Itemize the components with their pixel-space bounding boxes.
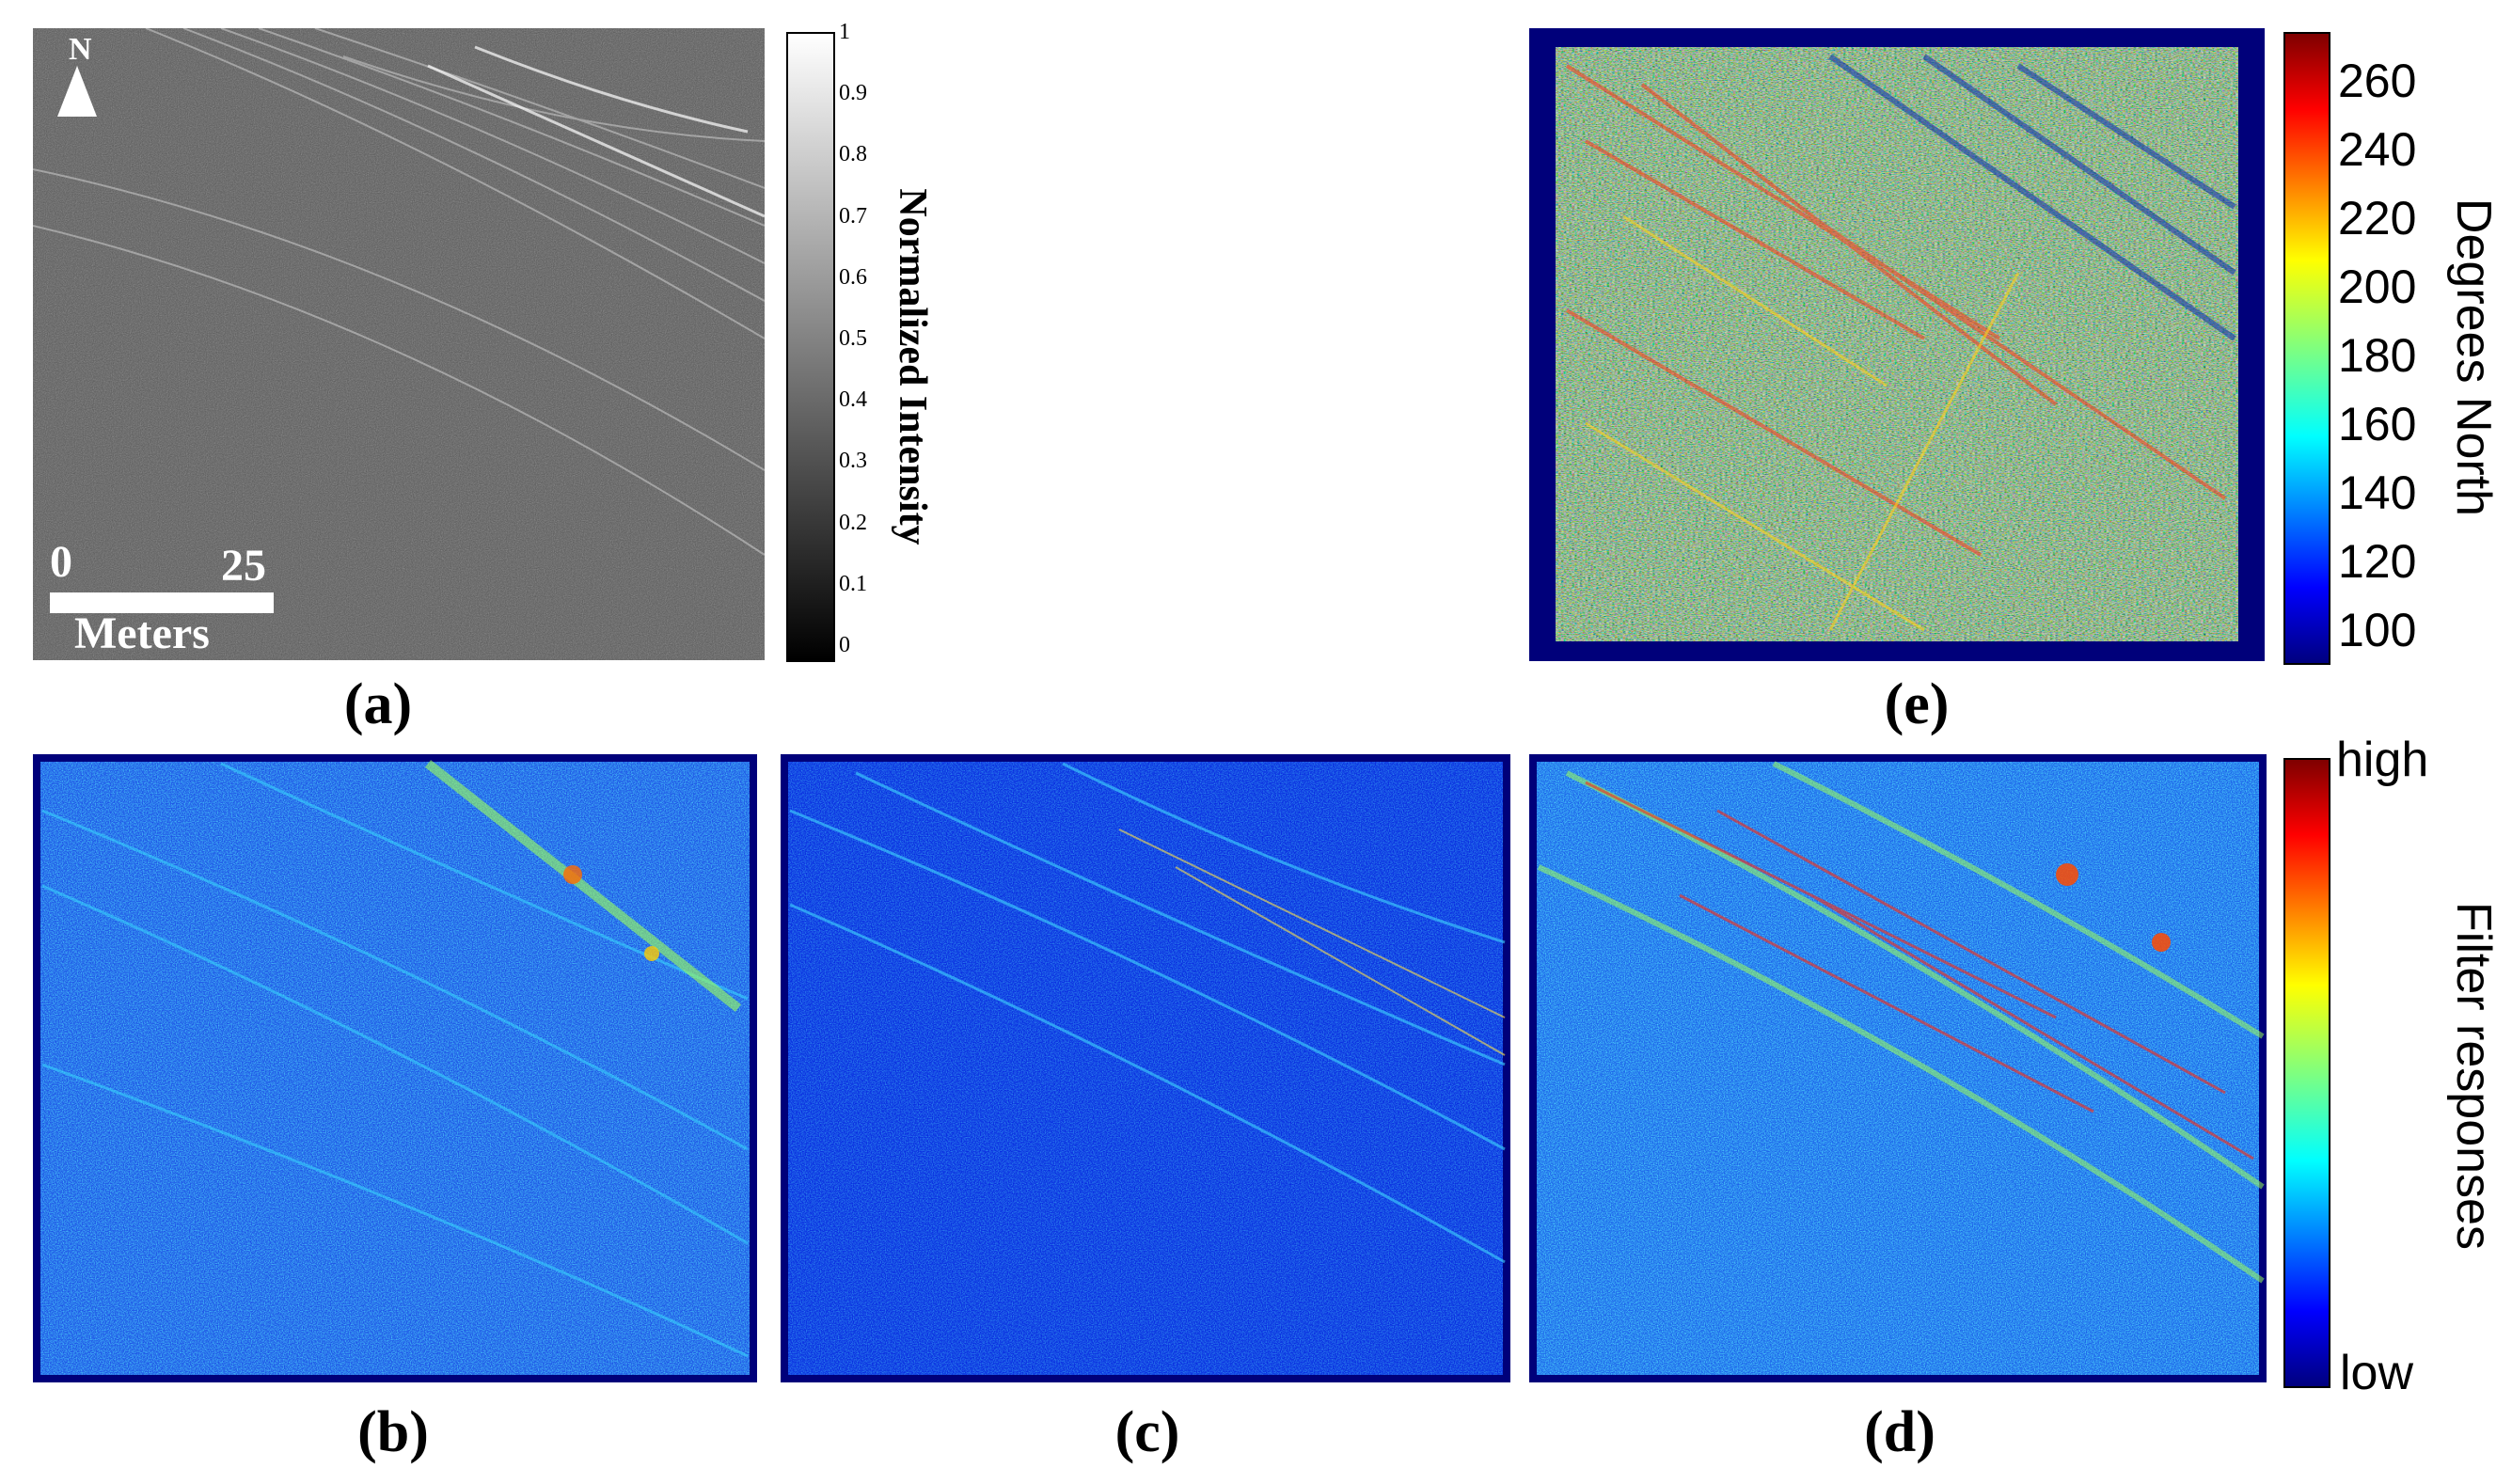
north-arrow-icon [57, 66, 97, 117]
north-label: N [69, 32, 92, 67]
degrees-colorbar-title: Degrees North [2446, 197, 2501, 517]
colorbar-tick-label: 0.7 [839, 203, 867, 229]
colorbar-tick-label: 0.5 [839, 326, 867, 351]
filter-response-low-label: low [2340, 1346, 2414, 1400]
colorbar-tick-label: 220 [2338, 192, 2417, 245]
intensity-colorbar-ticks: 1 0.9 0.8 0.7 0.6 0.5 0.4 0.3 0.2 0.1 0 [839, 21, 914, 662]
panel-c-caption: (c) [1114, 1400, 1180, 1464]
degrees-colorbar-ticks: 260 240 220 200 180 160 140 120 100 [2338, 32, 2441, 662]
colorbar-tick-label: 260 [2338, 55, 2417, 107]
panel-c-image [781, 754, 1510, 1382]
intensity-colorbar-title: Normalized Intensity [891, 188, 934, 545]
filter-response-colorbar-title: Filter responses [2446, 902, 2501, 1250]
panel-b-image [33, 754, 757, 1382]
colorbar-tick-label: 0 [839, 633, 850, 657]
panel-e-image [1529, 28, 2265, 661]
panel-a-image: N 0 25 Meters [33, 28, 765, 660]
intensity-colorbar [786, 32, 835, 662]
colorbar-tick-label: 0.9 [839, 81, 867, 106]
colorbar-tick-label: 200 [2338, 260, 2417, 313]
panel-d-caption: (d) [1864, 1400, 1935, 1464]
colorbar-tick-label: 0.2 [839, 510, 867, 535]
filter-response-high-label: high [2336, 733, 2429, 787]
colorbar-tick-label: 0.6 [839, 264, 867, 290]
scale-bar [50, 592, 274, 613]
colorbar-tick-label: 160 [2338, 398, 2417, 450]
degrees-colorbar [2283, 32, 2330, 665]
colorbar-tick-label: 1 [839, 20, 850, 44]
colorbar-tick-label: 0.3 [839, 449, 867, 474]
panel-d-image [1529, 754, 2267, 1382]
panel-e-caption: (e) [1884, 672, 1950, 736]
scale-bar-start-label: 0 [50, 537, 72, 587]
colorbar-tick-label: 0.1 [839, 571, 867, 596]
colorbar-tick-label: 0.8 [839, 142, 867, 167]
colorbar-tick-label: 240 [2338, 123, 2417, 176]
scale-bar-end-label: 25 [221, 541, 266, 591]
colorbar-tick-label: 140 [2338, 466, 2417, 519]
panel-b-caption: (b) [357, 1400, 429, 1464]
colorbar-tick-label: 120 [2338, 535, 2417, 588]
scale-bar-unit-label: Meters [74, 608, 210, 658]
colorbar-tick-label: 0.4 [839, 387, 867, 413]
colorbar-tick-label: 100 [2338, 604, 2417, 656]
filter-response-colorbar [2283, 758, 2330, 1388]
panel-a-caption: (a) [343, 672, 413, 736]
colorbar-tick-label: 180 [2338, 329, 2417, 382]
